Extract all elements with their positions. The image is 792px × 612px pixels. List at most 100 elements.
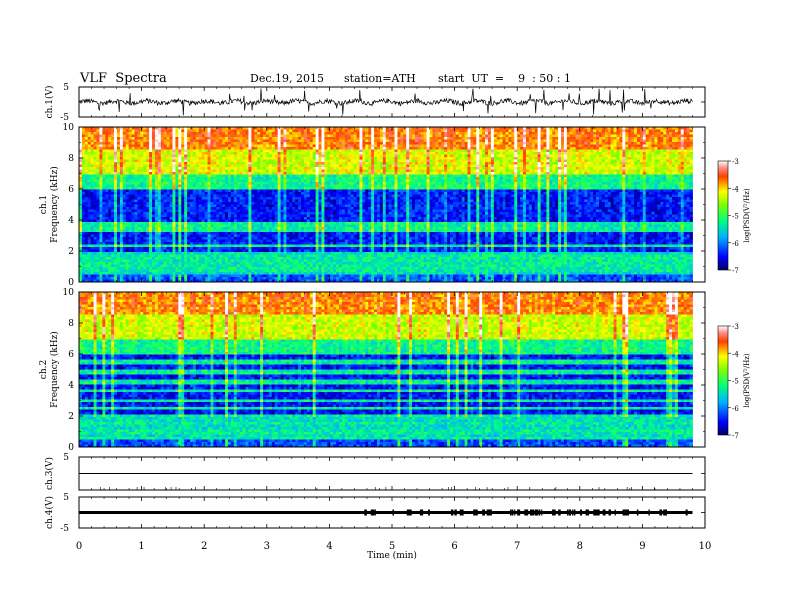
spectrogram-cell: [140, 142, 143, 145]
spectrogram-cell: [660, 145, 663, 148]
spectrogram-cell: [681, 137, 684, 140]
spectrogram-cell: [523, 130, 526, 133]
spectrogram-cell: [435, 147, 438, 150]
spectrogram-cell: [82, 130, 85, 133]
spectrogram-cell: [579, 132, 582, 135]
spectrogram-cell: [348, 140, 351, 143]
spectrogram-cell: [289, 135, 292, 138]
spectrogram-cell: [552, 130, 555, 133]
spectrogram-cell: [126, 140, 129, 143]
spectrogram-cell: [669, 135, 672, 138]
spectrogram-cell: [336, 142, 339, 145]
spectrogram-cell: [657, 140, 660, 143]
spectrogram-cell: [444, 135, 447, 138]
spectrogram-cell: [321, 145, 324, 148]
spectrogram-cell: [669, 132, 672, 135]
spectrogram-cell: [590, 130, 593, 133]
spectrogram-cell: [246, 130, 249, 133]
spectrogram-cell: [254, 135, 257, 138]
spectrogram-cell: [248, 135, 251, 138]
spectrogram-cell: [383, 135, 386, 138]
spectrogram-cell: [637, 130, 640, 133]
spectrogram-cell: [374, 137, 377, 140]
spectrogram-cell: [187, 130, 190, 133]
spectrogram-cell: [374, 145, 377, 148]
spectrogram-cell: [187, 142, 190, 145]
spectrogram-cell: [619, 130, 622, 133]
spectrogram-cell: [108, 130, 111, 133]
spectrogram-cell: [362, 140, 365, 143]
spectrogram-cell: [587, 130, 590, 133]
spectrogram-cell: [324, 137, 327, 140]
spectrogram-cell: [432, 147, 435, 150]
spectrogram-cell: [190, 135, 193, 138]
spectrogram-cell: [246, 135, 249, 138]
spectrogram-cell: [111, 135, 114, 138]
spectrogram-cell: [456, 135, 459, 138]
spectrogram-cell: [608, 130, 611, 133]
spectrogram-cell: [321, 132, 324, 135]
spectrogram-cell: [99, 132, 102, 135]
spectrogram-cell: [628, 130, 631, 133]
spectrogram-cell: [657, 130, 660, 133]
spectrogram-cell: [470, 135, 473, 138]
spectrogram-cell: [584, 130, 587, 133]
spectrogram-cell: [608, 145, 611, 148]
spectrogram-cell: [149, 140, 152, 143]
spectrogram-cell: [278, 147, 281, 150]
spectrogram-cell: [468, 147, 471, 150]
spectrogram-cell: [362, 135, 365, 138]
spectrogram-cell: [275, 147, 278, 150]
spectrogram-cell: [137, 130, 140, 133]
spectrogram-cell: [172, 137, 175, 140]
spectrogram-cell: [272, 147, 275, 150]
spectrogram-cell: [193, 135, 196, 138]
spectrogram-cell: [675, 142, 678, 145]
spectrogram-cell: [208, 145, 211, 148]
spectrogram-cell: [301, 137, 304, 140]
spectrogram-cell: [646, 145, 649, 148]
spectrogram-cell: [473, 135, 476, 138]
spectrogram-cell: [371, 140, 374, 143]
spectrogram-cell: [295, 142, 298, 145]
spectrogram-cell: [152, 142, 155, 145]
spectrogram-cell: [137, 140, 140, 143]
spectrogram-cell: [213, 135, 216, 138]
spectrogram-cell: [111, 145, 114, 148]
spectrogram-cell: [634, 135, 637, 138]
spectrogram-cell: [652, 145, 655, 148]
spectrogram-cell: [657, 132, 660, 135]
spectrogram-cell: [602, 145, 605, 148]
spectrogram-cell: [517, 135, 520, 138]
spectrogram-cell: [292, 147, 295, 150]
spectrogram-cell: [161, 137, 164, 140]
spectrogram-cell: [421, 142, 424, 145]
spectrogram-cell: [307, 140, 310, 143]
spectrogram-cell: [643, 135, 646, 138]
spectrogram-cell: [225, 130, 228, 133]
spectrogram-cell: [652, 135, 655, 138]
spectrogram-cell: [216, 145, 219, 148]
spectrogram-cell: [552, 137, 555, 140]
spectrogram-cell: [178, 130, 181, 133]
spectrogram-cell: [634, 132, 637, 135]
spectrogram-cell: [406, 132, 409, 135]
spectrogram-cell: [357, 132, 360, 135]
spectrogram-cell: [520, 137, 523, 140]
spectrogram-cell: [289, 140, 292, 143]
spectrogram-cell: [643, 132, 646, 135]
spectrogram-cell: [158, 137, 161, 140]
spectrogram-cell: [184, 140, 187, 143]
spectrogram-cell: [196, 130, 199, 133]
spectrogram-cell: [628, 145, 631, 148]
spectrogram-cell: [581, 135, 584, 138]
spectrogram-cell: [514, 145, 517, 148]
spectrogram-cell: [640, 145, 643, 148]
spectrogram-cell: [137, 132, 140, 135]
spectrogram-cell: [193, 137, 196, 140]
spectrogram-cell: [479, 130, 482, 133]
spectrogram-cell: [412, 137, 415, 140]
spectrogram-cell: [397, 140, 400, 143]
spectrogram-cell: [199, 147, 202, 150]
spectrogram-cell: [424, 137, 427, 140]
